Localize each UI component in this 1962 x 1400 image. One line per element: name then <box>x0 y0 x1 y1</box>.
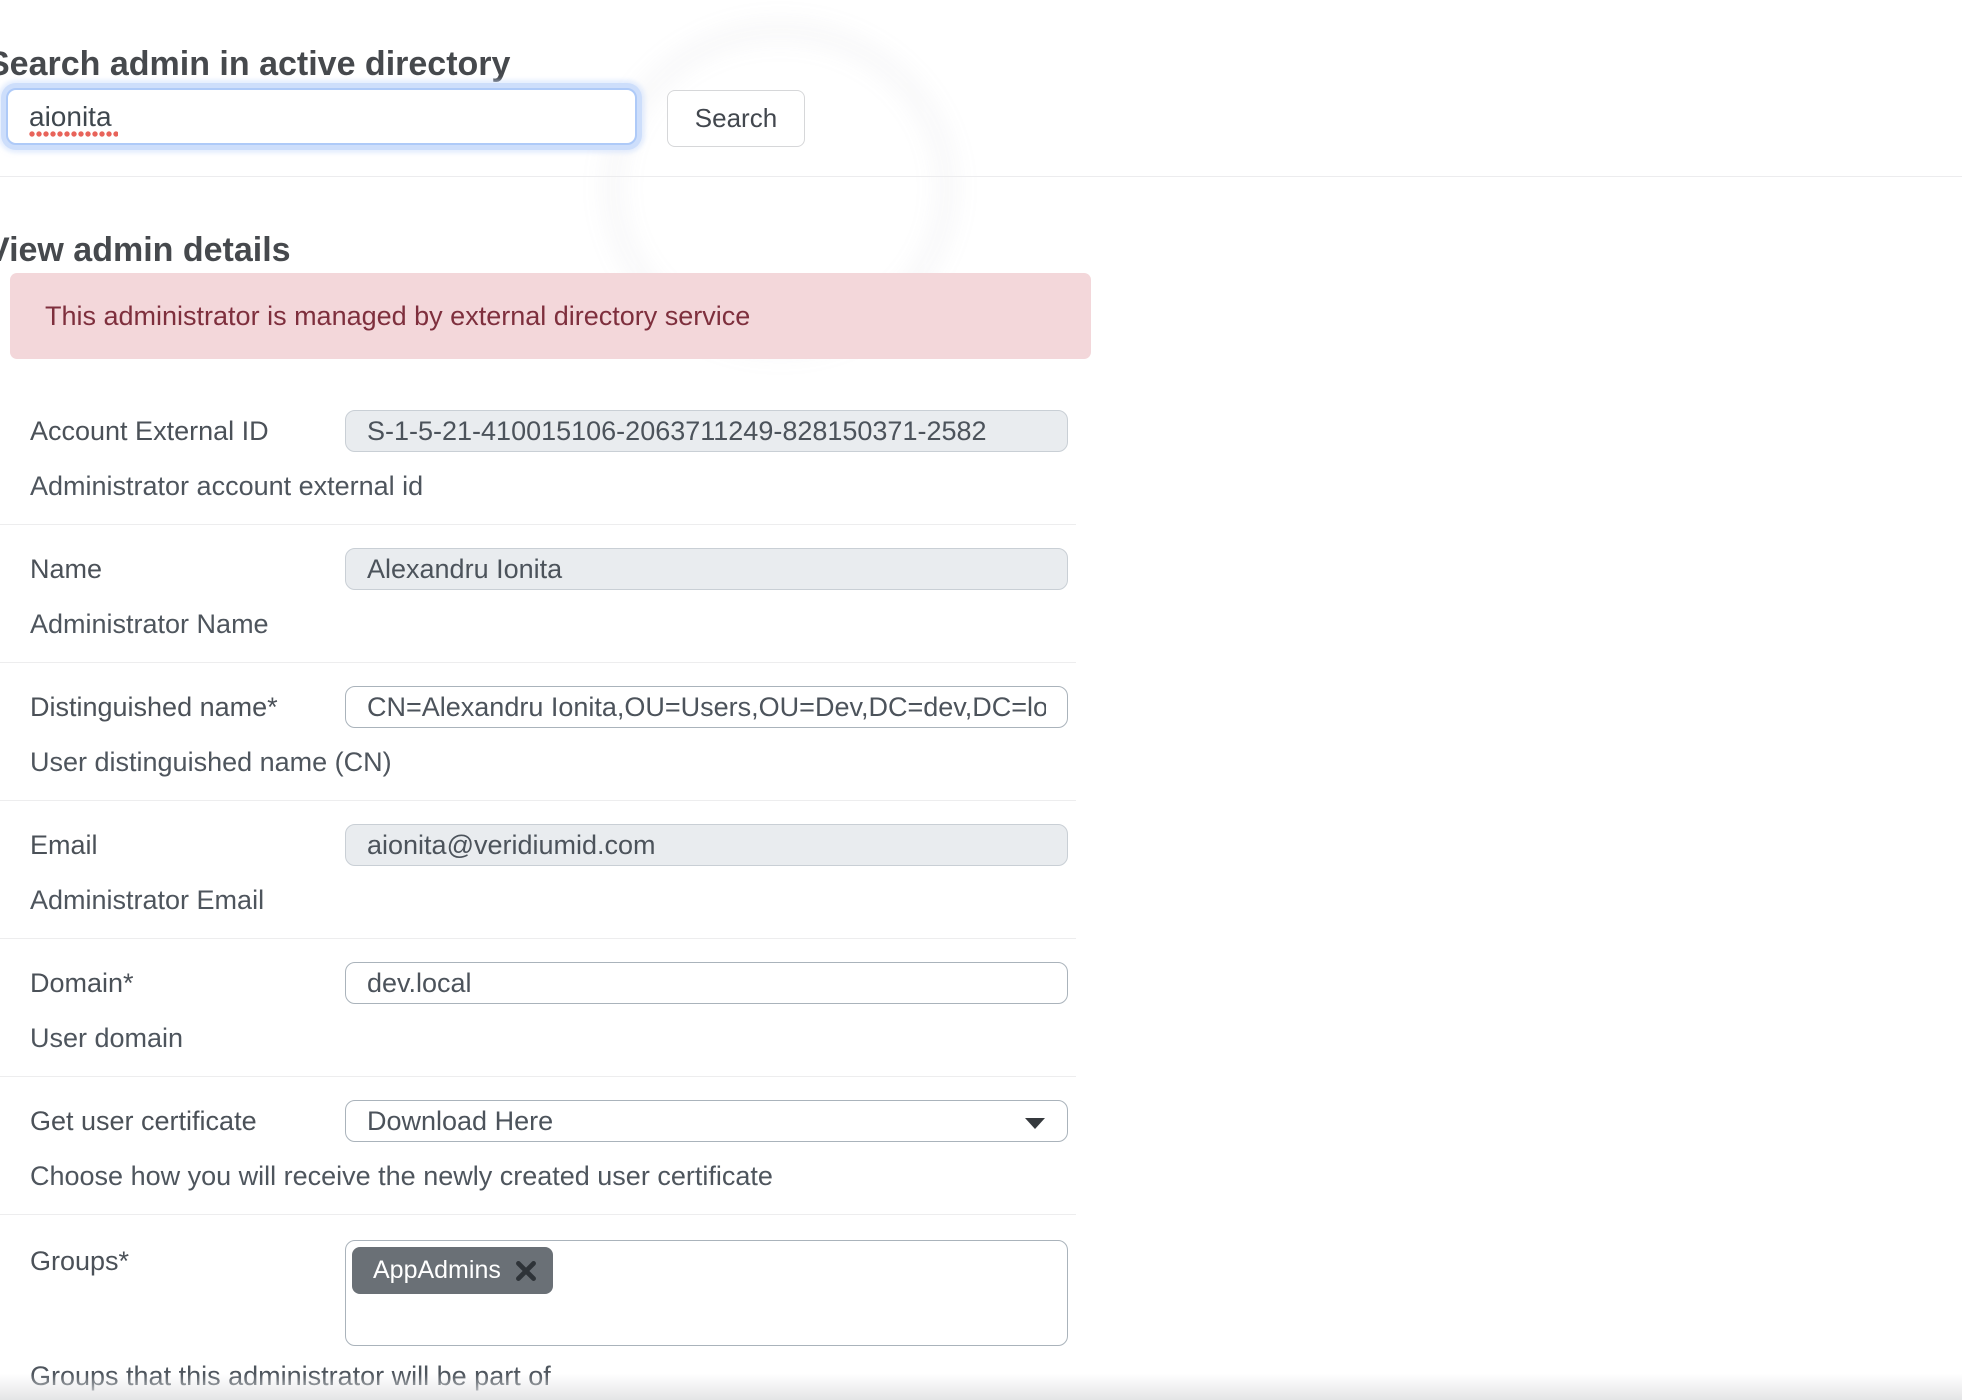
domain-help: User domain <box>30 1023 184 1053</box>
alert-text: This administrator is managed by externa… <box>45 300 751 331</box>
spellcheck-underline <box>29 131 118 137</box>
domain-label: Domain* <box>30 967 134 998</box>
name-input <box>345 548 1068 590</box>
field-row-distinguished-name: Distinguished name* User distinguished n… <box>0 686 1076 801</box>
row-divider <box>0 662 1076 663</box>
domain-input[interactable] <box>345 962 1068 1004</box>
groups-multiselect-input[interactable]: AppAdmins <box>345 1240 1068 1346</box>
remove-tag-x-icon[interactable] <box>513 1258 539 1284</box>
row-divider <box>0 524 1076 525</box>
field-row-groups: Groups* AppAdmins Groups that this admin… <box>0 1240 1076 1400</box>
account-external-id-input <box>345 410 1068 452</box>
field-row-email: Email Administrator Email <box>0 824 1076 939</box>
distinguished-name-label: Distinguished name* <box>30 691 278 722</box>
get-user-certificate-label: Get user certificate <box>30 1105 257 1136</box>
group-tag: AppAdmins <box>352 1247 553 1294</box>
account-external-id-label: Account External ID <box>30 415 269 446</box>
details-section-title: View admin details <box>0 230 291 269</box>
name-label: Name <box>30 553 103 584</box>
group-tag-label: AppAdmins <box>373 1256 501 1284</box>
email-help: Administrator Email <box>30 885 265 915</box>
email-label: Email <box>30 829 98 860</box>
account-external-id-help: Administrator account external id <box>30 471 424 501</box>
distinguished-name-help: User distinguished name (CN) <box>30 747 392 777</box>
row-divider <box>0 800 1076 801</box>
certificate-delivery-selected-value: Download Here <box>367 1105 554 1136</box>
search-button[interactable]: Search <box>667 90 805 147</box>
chevron-down-icon <box>1025 1118 1045 1129</box>
distinguished-name-input[interactable] <box>345 686 1068 728</box>
certificate-delivery-select[interactable]: Download Here <box>345 1100 1068 1142</box>
external-directory-alert: This administrator is managed by externa… <box>10 273 1091 359</box>
name-help: Administrator Name <box>30 609 269 639</box>
row-divider <box>0 938 1076 939</box>
get-user-certificate-help: Choose how you will receive the newly cr… <box>30 1161 773 1191</box>
section-divider <box>0 176 1962 177</box>
field-row-get-user-certificate: Get user certificate Download Here Choos… <box>0 1100 1076 1215</box>
email-input <box>345 824 1068 866</box>
field-row-account-external-id: Account External ID Administrator accoun… <box>0 410 1076 525</box>
groups-help: Groups that this administrator will be p… <box>30 1361 551 1391</box>
field-row-domain: Domain* User domain <box>0 962 1076 1077</box>
groups-label: Groups* <box>30 1245 130 1276</box>
search-section-title: Search admin in active directory <box>0 44 511 83</box>
row-divider <box>0 1214 1076 1215</box>
row-divider <box>0 1076 1076 1077</box>
field-row-name: Name Administrator Name <box>0 548 1076 663</box>
